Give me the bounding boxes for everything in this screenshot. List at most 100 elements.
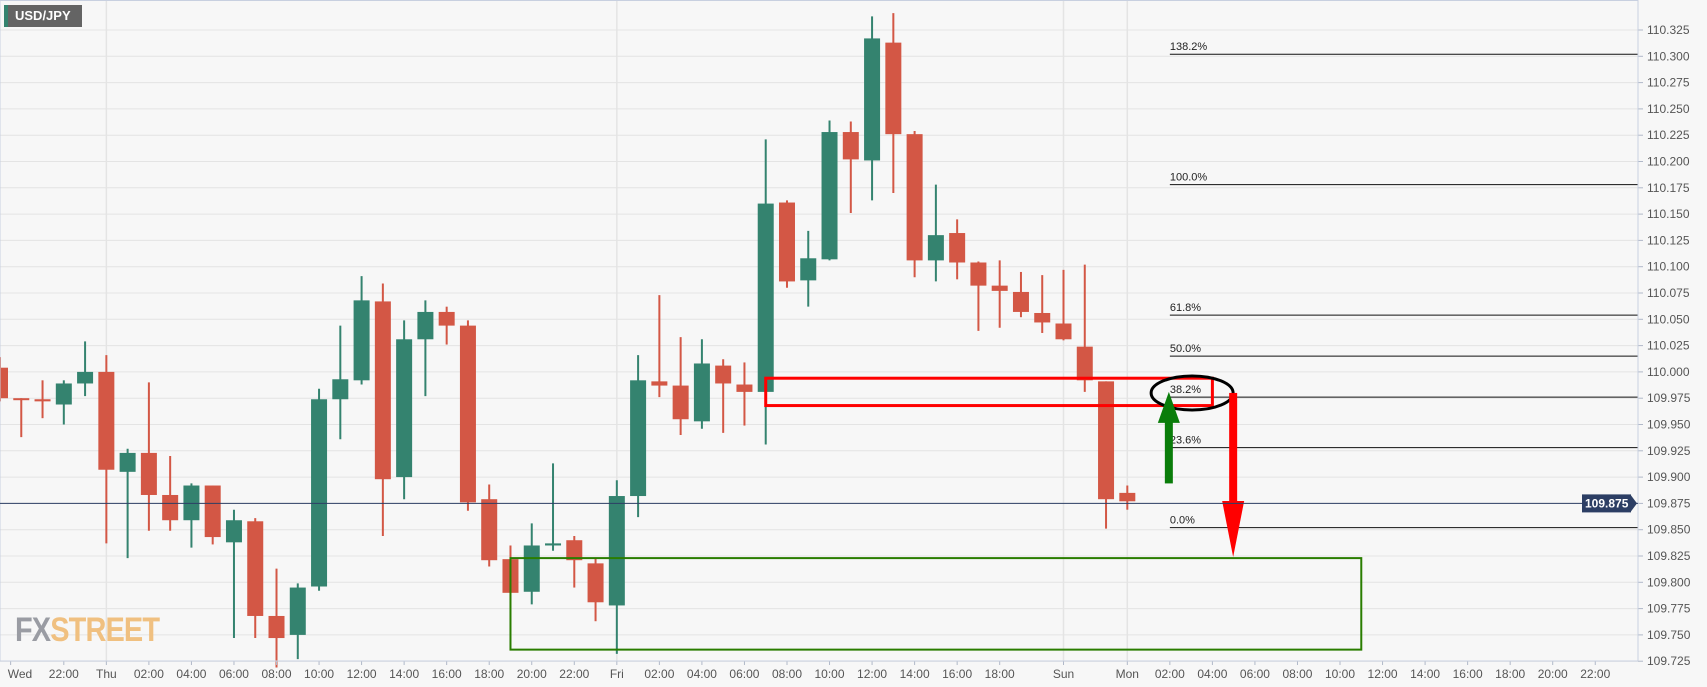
candle [34, 380, 51, 419]
x-tick-label: 22:00 [1580, 667, 1610, 681]
x-tick-label: 18:00 [1495, 667, 1525, 681]
candle [651, 295, 668, 398]
candle-body [0, 367, 8, 399]
x-tick-label: 08:00 [772, 667, 802, 681]
symbol-label: USD/JPY [4, 5, 82, 27]
y-tick-label: 110.175 [1647, 181, 1690, 195]
candle [800, 230, 817, 307]
fib-level-label: 61.8% [1170, 302, 1201, 314]
candle-body [204, 485, 221, 538]
candle [927, 184, 944, 282]
candle [183, 483, 200, 548]
up-arrow-icon [1157, 391, 1180, 423]
candle [204, 485, 221, 545]
candle-body [523, 545, 540, 592]
candle [353, 276, 370, 385]
y-tick-label: 110.075 [1647, 286, 1690, 300]
fib-level-label: 50.0% [1170, 343, 1201, 355]
candle [1012, 271, 1029, 318]
candle [268, 568, 285, 668]
y-tick-label: 109.725 [1647, 654, 1691, 668]
candle-body [587, 563, 604, 603]
candle-body [183, 485, 200, 521]
x-tick-label: 12:00 [347, 667, 377, 681]
candle-body [268, 615, 285, 639]
candle-body [778, 202, 795, 282]
x-tick-label: 22:00 [49, 667, 79, 681]
candle [98, 355, 115, 544]
down-arrow-shaft [1229, 392, 1238, 503]
candle [247, 518, 264, 639]
current-price-label: 109.875 [1585, 496, 1629, 510]
y-tick-label: 110.050 [1647, 312, 1690, 326]
candle-body [842, 132, 859, 160]
x-tick-label: Mon [1116, 667, 1139, 681]
x-tick-label: 22:00 [559, 667, 589, 681]
candle-body [885, 42, 902, 135]
grid [0, 0, 1638, 662]
y-tick-label: 109.825 [1647, 549, 1691, 563]
candle-body [225, 520, 242, 543]
fib-level-label: 138.2% [1170, 41, 1208, 53]
candle-body [715, 365, 732, 384]
candle-body [1034, 312, 1051, 323]
candle-body [757, 203, 774, 392]
y-tick-label: 109.800 [1647, 575, 1691, 589]
candles [0, 13, 1136, 668]
candle-body [693, 363, 710, 422]
candle [0, 357, 8, 402]
candle-body [481, 499, 498, 561]
fib-level-label: 100.0% [1170, 172, 1208, 184]
candle-body [34, 399, 51, 402]
fib-level-label: 23.6% [1170, 435, 1201, 447]
candle [55, 380, 72, 425]
candle-body [332, 379, 349, 400]
x-tick-label: 18:00 [474, 667, 504, 681]
up-arrow-shaft [1164, 421, 1173, 484]
current-price-pointer [1631, 495, 1637, 512]
y-tick-label: 110.250 [1647, 102, 1690, 116]
candle-body [438, 311, 455, 326]
candle-body [672, 385, 689, 420]
candle [13, 398, 30, 438]
candle-body [13, 398, 30, 401]
x-tick-label: 20:00 [1538, 667, 1568, 681]
candle-body [140, 452, 157, 495]
y-tick-label: 109.975 [1647, 391, 1691, 405]
candle-body [77, 371, 94, 384]
candle-body [906, 134, 923, 261]
candle-body [1098, 381, 1115, 500]
fibonacci-retracement[interactable]: 138.2% 100.0% 61.8% 50.0% 38.2% 23.6% 0.0% [1169, 41, 1638, 529]
x-tick-label: 14:00 [1410, 667, 1440, 681]
y-tick-label: 110.325 [1647, 23, 1690, 37]
candle [693, 339, 710, 429]
fib-level-label: 0.0% [1170, 515, 1195, 527]
candle [715, 359, 732, 433]
y-tick-label: 109.775 [1647, 602, 1691, 616]
candle [77, 341, 94, 397]
candle [587, 558, 604, 622]
y-tick-label: 110.275 [1647, 76, 1690, 90]
candle [864, 16, 881, 201]
candle-body [864, 38, 881, 161]
plot-background [0, 0, 1638, 661]
candle-body [1119, 492, 1136, 502]
candle [906, 130, 923, 278]
candle-body [459, 325, 476, 503]
x-tick-label: 12:00 [857, 667, 887, 681]
y-tick-label: 110.125 [1647, 233, 1690, 247]
y-tick-label: 110.000 [1647, 365, 1690, 379]
x-tick-label: Thu [96, 667, 117, 681]
x-tick-label: 16:00 [432, 667, 462, 681]
candle [140, 382, 157, 531]
candle [162, 456, 179, 531]
candle [736, 362, 753, 426]
target-box [509, 557, 1363, 651]
y-tick-label: 110.025 [1647, 339, 1690, 353]
candle [885, 13, 902, 194]
candle-body [417, 311, 434, 340]
x-tick-label: 12:00 [1368, 667, 1398, 681]
x-tick-label: 04:00 [176, 667, 206, 681]
candle [289, 583, 306, 660]
